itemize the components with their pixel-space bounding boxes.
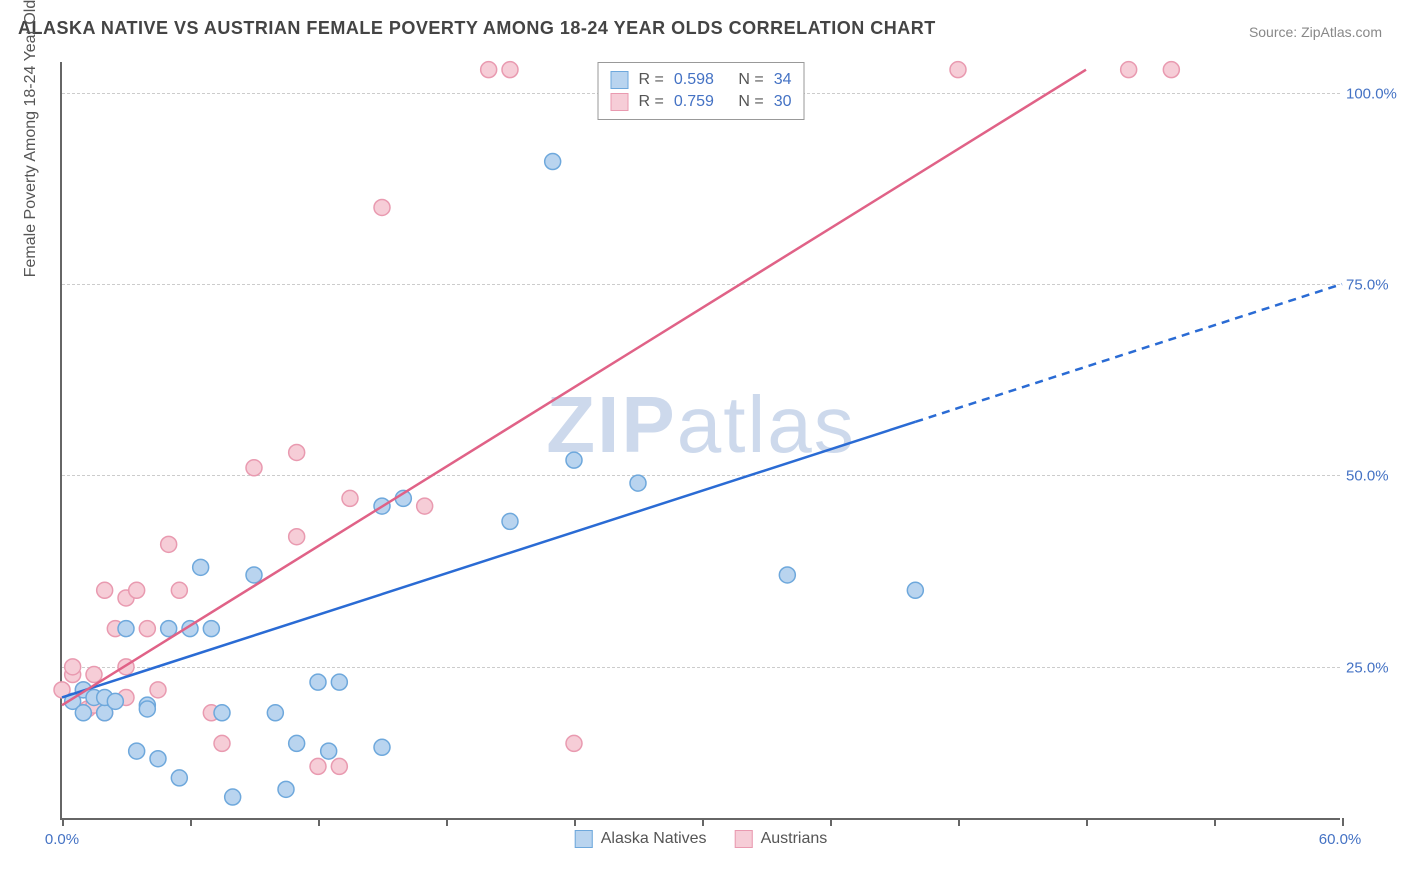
data-point-alaska bbox=[374, 739, 390, 755]
y-tick-label: 75.0% bbox=[1346, 277, 1406, 294]
stats-n-austrian: 30 bbox=[774, 93, 792, 111]
data-point-alaska bbox=[225, 789, 241, 805]
data-point-alaska bbox=[203, 621, 219, 637]
legend-label-alaska: Alaska Natives bbox=[601, 830, 707, 848]
legend: Alaska Natives Austrians bbox=[575, 830, 828, 848]
stats-r-label: R = bbox=[639, 71, 664, 89]
x-tick bbox=[190, 818, 192, 826]
data-point-austrian bbox=[374, 199, 390, 215]
data-point-alaska bbox=[502, 513, 518, 529]
x-tick bbox=[1214, 818, 1216, 826]
data-point-alaska bbox=[566, 452, 582, 468]
plot-area: ZIPatlas 25.0%50.0%75.0%100.0% 0.0% 60.0… bbox=[60, 62, 1340, 820]
data-point-alaska bbox=[107, 693, 123, 709]
x-tick-label-min: 0.0% bbox=[45, 831, 79, 848]
data-point-austrian bbox=[566, 735, 582, 751]
x-tick bbox=[574, 818, 576, 826]
data-point-austrian bbox=[246, 460, 262, 476]
x-tick bbox=[702, 818, 704, 826]
regression-line-alaska bbox=[62, 422, 915, 698]
data-point-austrian bbox=[417, 498, 433, 514]
data-point-austrian bbox=[331, 758, 347, 774]
legend-item-alaska: Alaska Natives bbox=[575, 830, 707, 848]
stats-n-alaska: 34 bbox=[774, 71, 792, 89]
regression-line-austrian bbox=[62, 70, 1086, 705]
data-point-alaska bbox=[278, 781, 294, 797]
data-point-austrian bbox=[171, 582, 187, 598]
data-point-austrian bbox=[129, 582, 145, 598]
data-point-alaska bbox=[289, 735, 305, 751]
data-point-alaska bbox=[118, 621, 134, 637]
y-tick-label: 50.0% bbox=[1346, 468, 1406, 485]
y-tick-label: 100.0% bbox=[1346, 85, 1406, 102]
data-point-austrian bbox=[1163, 62, 1179, 78]
data-point-alaska bbox=[545, 154, 561, 170]
x-tick bbox=[830, 818, 832, 826]
stats-r-austrian: 0.759 bbox=[674, 93, 714, 111]
data-point-austrian bbox=[97, 582, 113, 598]
data-point-alaska bbox=[779, 567, 795, 583]
source-label: Source: ZipAtlas.com bbox=[1249, 24, 1382, 40]
data-point-austrian bbox=[481, 62, 497, 78]
stats-swatch-alaska bbox=[611, 71, 629, 89]
x-tick bbox=[446, 818, 448, 826]
stats-row-alaska: R = 0.598 N = 34 bbox=[611, 69, 792, 91]
data-point-alaska bbox=[907, 582, 923, 598]
data-point-alaska bbox=[150, 751, 166, 767]
data-point-alaska bbox=[171, 770, 187, 786]
stats-n-label: N = bbox=[738, 93, 763, 111]
data-point-alaska bbox=[321, 743, 337, 759]
data-point-austrian bbox=[342, 490, 358, 506]
data-point-austrian bbox=[950, 62, 966, 78]
data-point-alaska bbox=[214, 705, 230, 721]
data-point-alaska bbox=[129, 743, 145, 759]
data-point-alaska bbox=[267, 705, 283, 721]
stats-row-austrian: R = 0.759 N = 30 bbox=[611, 91, 792, 113]
data-point-alaska bbox=[246, 567, 262, 583]
data-point-austrian bbox=[310, 758, 326, 774]
data-point-austrian bbox=[65, 659, 81, 675]
stats-r-label: R = bbox=[639, 93, 664, 111]
chart-svg bbox=[62, 62, 1340, 818]
stats-r-alaska: 0.598 bbox=[674, 71, 714, 89]
data-point-austrian bbox=[502, 62, 518, 78]
data-point-austrian bbox=[161, 536, 177, 552]
data-point-alaska bbox=[331, 674, 347, 690]
legend-swatch-alaska bbox=[575, 830, 593, 848]
data-point-alaska bbox=[630, 475, 646, 491]
stats-n-label: N = bbox=[738, 71, 763, 89]
data-point-austrian bbox=[289, 444, 305, 460]
data-point-austrian bbox=[139, 621, 155, 637]
data-point-alaska bbox=[139, 701, 155, 717]
data-point-alaska bbox=[193, 559, 209, 575]
x-tick-label-max: 60.0% bbox=[1319, 831, 1362, 848]
stats-swatch-austrian bbox=[611, 93, 629, 111]
y-tick-label: 25.0% bbox=[1346, 659, 1406, 676]
legend-swatch-austrian bbox=[735, 830, 753, 848]
regression-line-dashed-alaska bbox=[915, 284, 1342, 422]
legend-label-austrian: Austrians bbox=[761, 830, 828, 848]
x-tick bbox=[1086, 818, 1088, 826]
data-point-austrian bbox=[289, 529, 305, 545]
x-tick bbox=[958, 818, 960, 826]
data-point-alaska bbox=[310, 674, 326, 690]
x-tick bbox=[318, 818, 320, 826]
data-point-austrian bbox=[1121, 62, 1137, 78]
x-tick bbox=[62, 818, 64, 826]
data-point-austrian bbox=[86, 667, 102, 683]
data-point-austrian bbox=[214, 735, 230, 751]
data-point-austrian bbox=[150, 682, 166, 698]
chart-title: ALASKA NATIVE VS AUSTRIAN FEMALE POVERTY… bbox=[18, 18, 936, 39]
stats-box: R = 0.598 N = 34 R = 0.759 N = 30 bbox=[598, 62, 805, 120]
legend-item-austrian: Austrians bbox=[735, 830, 828, 848]
x-tick bbox=[1342, 818, 1344, 826]
data-point-alaska bbox=[75, 705, 91, 721]
y-axis-label: Female Poverty Among 18-24 Year Olds bbox=[22, 0, 40, 277]
